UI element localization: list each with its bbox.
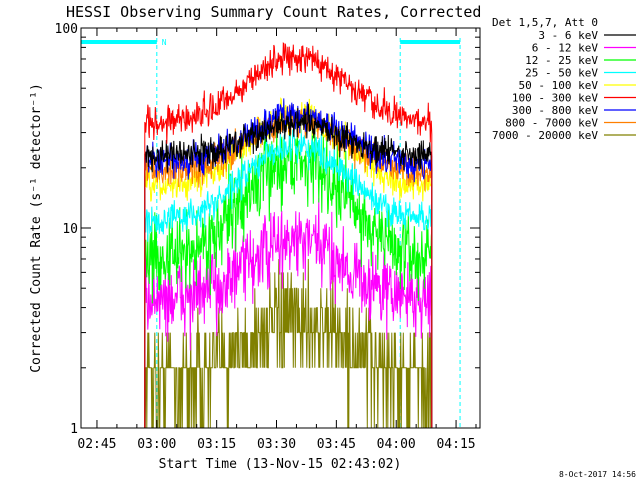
x-axis-label: Start Time (13-Nov-15 02:43:02): [159, 457, 402, 472]
x-tick-label: 02:45: [77, 437, 116, 452]
x-tick-label: 03:45: [317, 437, 356, 452]
x-tick-label: 04:15: [436, 437, 475, 452]
axes: 02:45 03:00 03:15 03:30 03:45 04:00 04:15 1 10 10…: [55, 22, 481, 452]
legend-label: 50 - 100 keV: [519, 79, 599, 92]
series-line-6: [144, 42, 433, 428]
y-tick-label: 10: [62, 222, 78, 237]
y-axis-label: Corrected Count Rate (s⁻¹ detector⁻¹): [29, 83, 44, 373]
legend-label: 12 - 25 keV: [525, 54, 598, 67]
legend-label: 3 - 6 keV: [538, 29, 598, 42]
chart-title: HESSI Observing Summary Count Rates, Cor…: [66, 3, 481, 21]
y-tick-label: 1: [70, 422, 78, 437]
legend-label: 100 - 300 keV: [512, 92, 598, 105]
legend-label: 300 - 800 keV: [512, 104, 598, 117]
series-line-1: [144, 103, 433, 428]
legend-title: Det 1,5,7, Att 0: [492, 16, 598, 29]
series-line-9: [144, 258, 433, 429]
series-line-2: [144, 197, 433, 428]
legend-label: 7000 - 20000 keV: [492, 129, 598, 142]
legend-label: 25 - 50 keV: [525, 67, 598, 80]
legend-label: 800 - 7000 keV: [505, 117, 598, 130]
x-tick-label: 03:30: [257, 437, 296, 452]
series-line-4: [144, 129, 433, 428]
x-tick-label: 04:00: [377, 437, 416, 452]
night-label: N: [162, 38, 167, 47]
x-tick-label: 03:00: [137, 437, 176, 452]
x-tick-label: 03:15: [197, 437, 236, 452]
legend-label: 6 - 12 keV: [532, 42, 599, 55]
y-tick-label: 100: [55, 22, 78, 37]
timestamp: 8-Oct-2017 14:56: [559, 470, 636, 479]
plot-area: N: [80, 38, 461, 429]
